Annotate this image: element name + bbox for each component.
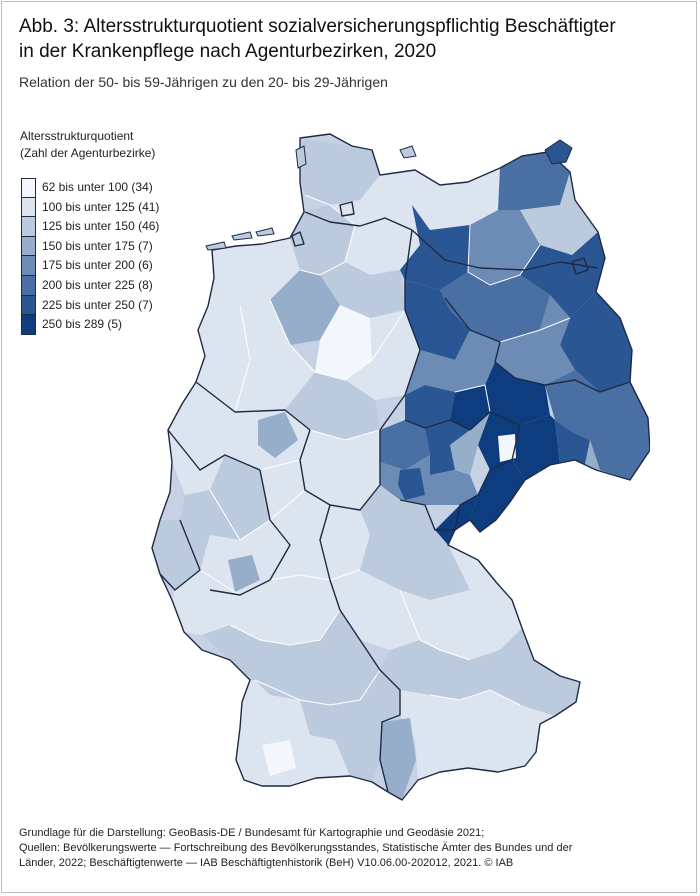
legend-label: 150 bis unter 175 (7) <box>42 238 153 253</box>
legend-swatch <box>21 256 36 276</box>
district-region <box>300 670 400 782</box>
district-region <box>412 168 500 230</box>
district-region <box>545 370 650 480</box>
district-region <box>400 205 470 290</box>
figure-source-note: Grundlage für die Darstellung: GeoBasis-… <box>19 826 689 871</box>
legend-label: 125 bis unter 150 (46) <box>42 219 160 234</box>
source-line-1: Grundlage für die Darstellung: GeoBasis-… <box>19 827 485 839</box>
legend-swatch <box>21 178 36 198</box>
district-region <box>450 412 490 475</box>
district-region <box>448 545 512 620</box>
district-region <box>470 628 580 716</box>
district-region <box>498 152 570 210</box>
district-region <box>425 420 470 475</box>
title-line-1: Abb. 3: Altersstrukturquotient sozialver… <box>19 16 616 37</box>
legend-label: 225 bis unter 250 (7) <box>42 297 153 312</box>
islands <box>205 139 573 251</box>
state-borders <box>151 133 650 801</box>
district-region <box>360 530 478 600</box>
district-region <box>495 295 575 385</box>
district-region <box>202 625 260 680</box>
figure-subtitle: Relation der 50- bis 59-Jährigen zu den … <box>19 74 388 90</box>
district-region <box>555 420 590 465</box>
figure-title: Abb. 3: Altersstrukturquotient sozialver… <box>19 14 689 64</box>
legend-label: 175 bis unter 200 (6) <box>42 258 153 273</box>
agency-districts <box>152 138 650 800</box>
legend-swatch <box>21 197 36 218</box>
district-region <box>345 310 420 400</box>
district-region <box>400 690 555 780</box>
district-region <box>285 372 380 440</box>
district-region <box>168 382 225 495</box>
district-region <box>405 330 500 395</box>
source-line-2: Quellen: Bevölkerungswerte — Fortschreib… <box>19 842 573 854</box>
legend-label: 100 bis unter 125 (41) <box>42 199 160 214</box>
legend-title-line-2: (Zahl der Agenturbezirke) <box>20 146 156 160</box>
district-region <box>440 272 550 342</box>
district-region <box>240 680 300 745</box>
district-region <box>320 262 405 318</box>
district-region <box>230 575 340 645</box>
source-line-3: Länder, 2022; Beschäftigtenwerte — IAB B… <box>19 857 514 869</box>
district-region <box>405 280 470 360</box>
district-region <box>398 468 425 500</box>
district-region <box>228 555 260 592</box>
district-region <box>172 570 240 635</box>
district-region <box>405 385 455 428</box>
district-region <box>498 434 516 462</box>
district-region <box>468 210 540 285</box>
district-region <box>560 292 632 392</box>
district-region <box>300 138 380 205</box>
district-region <box>300 430 380 510</box>
district-region <box>520 232 605 318</box>
district-region <box>420 590 522 660</box>
district-region <box>360 485 435 540</box>
district-region <box>520 172 598 255</box>
legend-title: Altersstrukturquotient (Zahl der Agentur… <box>20 128 155 162</box>
title-line-2: in der Krankenpflege nach Agenturbezirke… <box>19 41 437 62</box>
legend-swatch <box>21 217 36 237</box>
district-region <box>315 305 372 380</box>
legend-swatch <box>21 315 36 335</box>
district-region <box>380 420 430 470</box>
district-region <box>236 700 350 786</box>
district-region <box>345 205 420 275</box>
legend-label: 200 bis unter 225 (8) <box>42 277 153 292</box>
district-region <box>212 238 300 305</box>
district-region <box>450 385 490 430</box>
district-region <box>180 455 270 540</box>
district-region <box>330 170 415 225</box>
district-region <box>262 740 296 776</box>
legend-label: 62 bis unter 100 (34) <box>42 180 153 194</box>
district-region <box>485 362 550 425</box>
district-region <box>380 718 416 800</box>
district-region <box>260 460 330 545</box>
legend-label: 250 bis 289 (5) <box>42 317 123 332</box>
district-region <box>380 640 490 700</box>
legend-swatch <box>21 295 36 316</box>
germany-choropleth-map <box>151 133 650 801</box>
district-region <box>270 270 340 345</box>
district-region <box>198 278 290 360</box>
district-region <box>512 415 560 480</box>
legend-swatch <box>21 236 36 257</box>
district-region <box>330 570 430 650</box>
district-region <box>152 520 210 590</box>
legend-swatch <box>21 275 36 296</box>
district-region <box>258 412 298 458</box>
district-region <box>470 460 525 532</box>
district-region <box>255 610 380 705</box>
district-region <box>196 345 315 412</box>
legend-title-line-1: Altersstrukturquotient <box>20 129 134 143</box>
